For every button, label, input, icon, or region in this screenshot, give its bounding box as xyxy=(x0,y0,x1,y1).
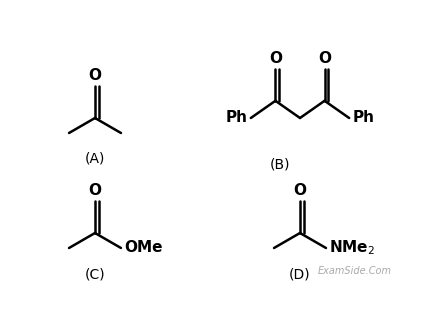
Text: OMe: OMe xyxy=(124,240,162,255)
Text: O: O xyxy=(318,51,331,66)
Text: NMe$_2$: NMe$_2$ xyxy=(329,239,375,257)
Text: (C): (C) xyxy=(85,268,106,282)
Text: (D): (D) xyxy=(289,268,311,282)
Text: ExamSide.Com: ExamSide.Com xyxy=(318,266,392,276)
Text: (B): (B) xyxy=(270,158,290,172)
Text: Ph: Ph xyxy=(352,110,374,126)
Text: O: O xyxy=(89,68,102,83)
Text: O: O xyxy=(89,183,102,198)
Text: O: O xyxy=(293,183,306,198)
Text: (A): (A) xyxy=(85,151,105,165)
Text: O: O xyxy=(269,51,282,66)
Text: Ph: Ph xyxy=(226,110,248,126)
